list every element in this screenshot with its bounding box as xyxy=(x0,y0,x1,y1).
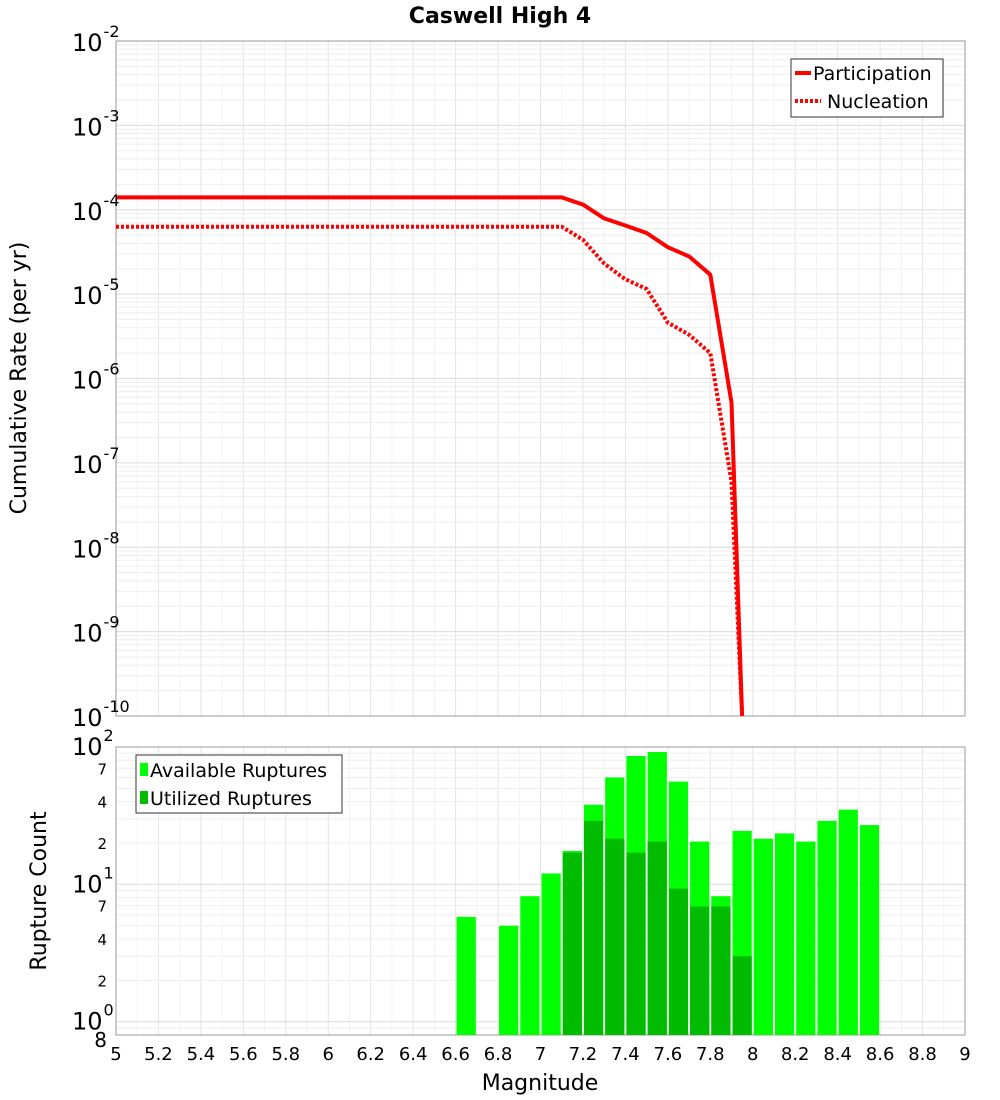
y-minor-tick-label: 8 xyxy=(94,1028,107,1052)
x-tick-label: 7.2 xyxy=(569,1044,598,1065)
bar-available-ruptures xyxy=(796,841,816,1035)
count-y-axis-label: Rupture Count xyxy=(27,811,52,971)
bar-available-ruptures xyxy=(838,809,858,1035)
series-line-participation xyxy=(116,195,745,717)
x-tick-label: 8.8 xyxy=(908,1044,937,1065)
rate-y-tick-labels: 10-2 10-3 10-4 10-5 10-6 10-7 10-8 10-9 10-10 xyxy=(72,22,130,732)
rate-plot-frame xyxy=(115,40,966,717)
y-tick-label: 10-5 xyxy=(72,275,120,310)
x-tick-label: 5.2 xyxy=(144,1044,173,1065)
x-tick-label: 7 xyxy=(535,1044,546,1065)
y-tick-label: 10-2 xyxy=(72,22,120,57)
y-minor-tick-label: 4 xyxy=(97,931,107,949)
bar-utilized-ruptures xyxy=(690,906,710,1035)
y-tick-label: 102 xyxy=(72,726,114,761)
x-tick-label: 7.8 xyxy=(696,1044,725,1065)
y-tick-label: 10-4 xyxy=(72,191,120,226)
x-tick-label: 6 xyxy=(323,1044,334,1065)
bar-utilized-ruptures xyxy=(668,888,689,1035)
y-tick-label: 10-10 xyxy=(72,697,130,732)
bar-available-ruptures xyxy=(499,925,519,1035)
y-tick-label: 10-7 xyxy=(72,444,120,479)
participation-legend-label: Participation xyxy=(813,63,932,85)
rate-legend: Participation Nucleation xyxy=(790,58,944,118)
y-tick-label: 10-3 xyxy=(72,106,120,141)
x-tick-label: 5 xyxy=(110,1044,121,1065)
x-tick-label: 8.2 xyxy=(781,1044,810,1065)
x-tick-label: 6.4 xyxy=(399,1044,428,1065)
magnitude-tick-labels: 5 5.2 5.4 5.6 5.8 6 6.2 6.4 6.6 6.8 7 7.2 7.4 7.6 7.8 8… xyxy=(110,1044,970,1065)
x-tick-label: 5.6 xyxy=(229,1044,258,1065)
rate-plot-grid xyxy=(115,41,966,717)
x-tick-label: 7.6 xyxy=(654,1044,683,1065)
x-tick-label: 6.2 xyxy=(356,1044,385,1065)
y-minor-tick-label: 2 xyxy=(97,835,107,853)
bar-utilized-ruptures xyxy=(605,838,625,1035)
x-axis-label: Magnitude xyxy=(482,1071,599,1096)
y-minor-tick-label: 7 xyxy=(97,760,107,778)
bar-utilized-ruptures xyxy=(647,841,667,1035)
count-legend-box xyxy=(135,754,343,814)
x-tick-label: 8 xyxy=(747,1044,758,1065)
count-bars xyxy=(456,751,880,1035)
x-tick-label: 7.4 xyxy=(611,1044,640,1065)
chart-title: Caswell High 4 xyxy=(409,4,591,29)
bar-available-ruptures xyxy=(817,820,837,1035)
bar-available-ruptures xyxy=(753,838,773,1035)
count-plot-frame xyxy=(115,746,966,1036)
bar-available-ruptures xyxy=(456,916,476,1035)
count-legend: Available Ruptures Utilized Ruptures xyxy=(135,754,343,814)
x-tick-label: 8.4 xyxy=(823,1044,852,1065)
bar-utilized-ruptures xyxy=(732,956,752,1035)
y-tick-label: 10-6 xyxy=(72,360,120,395)
bar-available-ruptures xyxy=(541,873,561,1035)
bar-available-ruptures xyxy=(520,896,540,1035)
y-minor-tick-label: 7 xyxy=(97,898,107,916)
available-legend-swatch xyxy=(140,763,148,776)
y-minor-tick-label: 4 xyxy=(97,794,107,812)
rate-series xyxy=(116,195,745,717)
x-tick-label: 5.4 xyxy=(187,1044,216,1065)
rate-legend-box xyxy=(790,58,944,118)
rate-y-axis-label: Cumulative Rate (per yr) xyxy=(7,242,32,515)
y-tick-label: 100 xyxy=(72,1001,114,1036)
x-tick-label: 9 xyxy=(959,1044,970,1065)
available-legend-label: Available Ruptures xyxy=(150,760,327,782)
series-line-nucleation xyxy=(116,224,745,717)
bar-available-ruptures xyxy=(774,833,795,1035)
y-minor-tick-label: 2 xyxy=(97,972,107,990)
x-tick-label: 6.8 xyxy=(484,1044,513,1065)
bar-utilized-ruptures xyxy=(626,852,646,1035)
bar-utilized-ruptures xyxy=(583,820,604,1035)
nucleation-legend-label: Nucleation xyxy=(827,91,929,113)
x-tick-label: 8.6 xyxy=(866,1044,895,1065)
y-tick-label: 10-8 xyxy=(72,528,120,563)
y-tick-label: 10-9 xyxy=(72,613,120,648)
count-y-tick-labels: 100 101 102 8 2 4 7 2 4 7 xyxy=(72,726,114,1052)
bar-available-ruptures xyxy=(859,825,880,1035)
bar-utilized-ruptures xyxy=(562,852,582,1035)
bar-utilized-ruptures xyxy=(711,906,731,1035)
x-tick-label: 5.8 xyxy=(271,1044,300,1065)
utilized-legend-swatch xyxy=(140,791,148,804)
utilized-legend-label: Utilized Ruptures xyxy=(150,788,312,810)
y-tick-label: 101 xyxy=(72,863,114,898)
x-tick-label: 6.6 xyxy=(441,1044,470,1065)
